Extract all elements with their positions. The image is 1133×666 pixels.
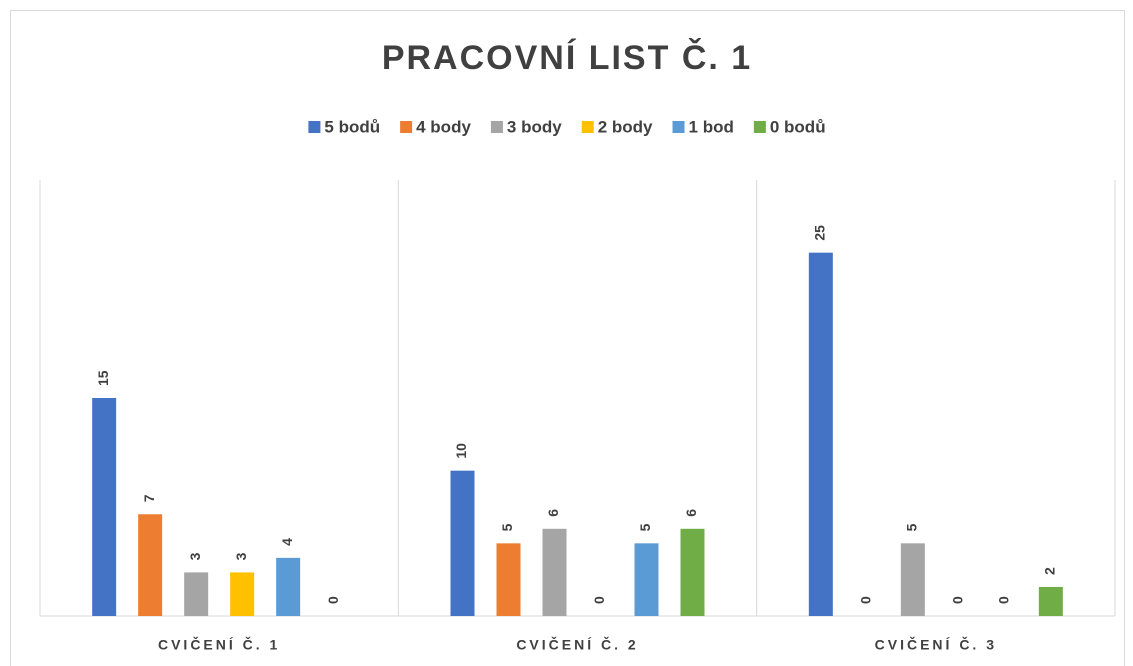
chart-border [10, 10, 1125, 666]
bar [1038, 586, 1063, 616]
legend-label: 5 bodů [324, 117, 380, 136]
value-label: 0 [858, 596, 874, 604]
legend-label: 4 body [416, 117, 471, 136]
value-label: 3 [233, 552, 249, 560]
bar [542, 528, 567, 616]
bar [496, 543, 521, 616]
legend-swatch [490, 121, 503, 133]
value-label: 0 [950, 596, 966, 604]
bar [808, 252, 833, 616]
value-label: 7 [141, 494, 157, 502]
value-label: 5 [904, 523, 920, 531]
legend-swatch [581, 121, 594, 133]
bar [450, 470, 475, 616]
value-label: 4 [279, 538, 295, 546]
value-label: 0 [325, 596, 341, 604]
x-tick-label: CVIČENÍ Č. 3 [875, 636, 997, 653]
x-tick-label: CVIČENÍ Č. 1 [158, 636, 280, 653]
bar [92, 398, 117, 616]
legend-swatch [308, 121, 321, 133]
bar [138, 514, 163, 616]
value-label: 5 [637, 523, 653, 531]
value-label: 3 [187, 552, 203, 560]
legend-swatch [753, 121, 766, 133]
value-label: 6 [545, 509, 561, 517]
value-label: 10 [453, 443, 469, 459]
value-label: 5 [499, 523, 515, 531]
legend-label: 1 bod [689, 117, 734, 136]
bar [680, 528, 705, 616]
value-label: 0 [591, 596, 607, 604]
x-tick-label: CVIČENÍ Č. 2 [516, 636, 638, 653]
value-label: 2 [1042, 567, 1058, 575]
bar [900, 543, 925, 616]
value-label: 15 [95, 370, 111, 386]
bar [276, 557, 301, 616]
bar [184, 572, 209, 616]
value-label: 0 [996, 596, 1012, 604]
legend-label: 0 bodů [770, 117, 826, 136]
legend-swatch [400, 121, 413, 133]
chart-title: PRACOVNÍ LIST Č. 1 [382, 38, 752, 77]
legend-label: 2 body [598, 117, 653, 136]
value-label: 6 [683, 509, 699, 517]
value-label: 25 [812, 225, 828, 241]
legend-label: 3 body [507, 117, 562, 136]
bar [230, 572, 255, 616]
legend-swatch [672, 121, 685, 133]
legend: 5 bodů 4 body 3 body 2 body 1 bod 0 bodů [308, 117, 826, 136]
bar [634, 543, 659, 616]
